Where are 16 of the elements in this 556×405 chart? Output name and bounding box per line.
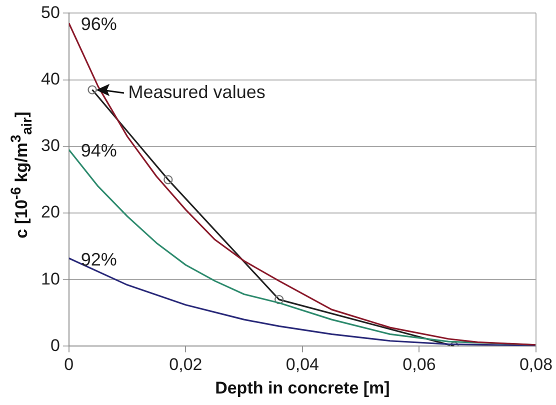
annotation: Measured values <box>128 82 266 102</box>
y-tick-label: 10 <box>40 269 60 288</box>
x-tick-label: 0 <box>64 355 74 374</box>
x-tick-label: 0,06 <box>402 355 436 374</box>
x-tick-label: 0,02 <box>169 355 202 374</box>
x-tick-label: 0,04 <box>286 355 319 374</box>
x-tick-label: 0,08 <box>519 355 553 374</box>
series-label: 96% <box>80 14 117 34</box>
y-tick-label: 0 <box>50 336 60 355</box>
y-tick-label: 40 <box>40 69 60 88</box>
x-axis-title: Depth in concrete [m] <box>215 378 390 398</box>
y-tick-label: 50 <box>40 2 60 22</box>
y-tick-label: 20 <box>40 202 60 222</box>
series-label: 94% <box>80 140 117 161</box>
y-tick-label: 30 <box>40 136 60 156</box>
series-label: 92% <box>80 249 117 270</box>
